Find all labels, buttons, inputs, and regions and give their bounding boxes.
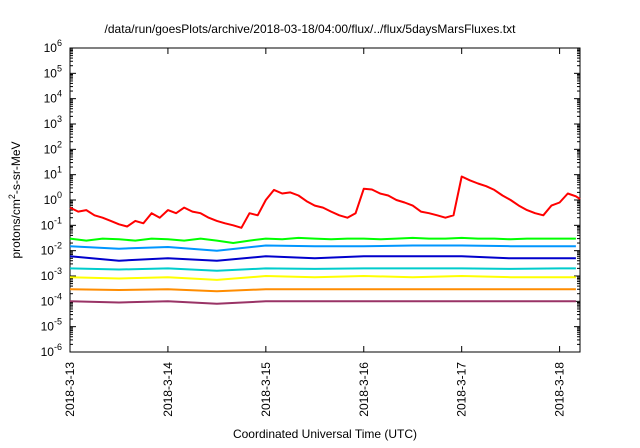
y-axis: 10-6 10-5 10-4 10-3 10-2 10-1 100 101 102 103 104 1… (41, 38, 580, 359)
series-line-3 (69, 255, 576, 262)
series-group (69, 175, 581, 305)
series-line-4 (69, 267, 576, 272)
y-axis-label-prefix: protons/cm (9, 199, 23, 258)
x-tick-label: 2018-3-14 (161, 362, 175, 417)
y-tick-label: 10-4 (41, 291, 62, 308)
series-line-1 (69, 236, 576, 244)
y-axis-label: protons/cm2-s-sr-MeV (7, 141, 23, 258)
y-tick-label: 106 (44, 38, 62, 55)
y-tick-label: 10-2 (41, 241, 62, 258)
y-tick-label: 103 (44, 114, 62, 131)
y-axis-label-suffix: -s-sr-MeV (9, 141, 23, 194)
series-line-5 (69, 275, 576, 281)
y-tick-label: 104 (44, 89, 62, 106)
plot-frame (69, 47, 581, 353)
y-tick-label: 101 (44, 165, 62, 182)
series-line-2 (69, 244, 576, 252)
y-tick-label: 102 (44, 139, 62, 156)
x-axis: 2018-3-13 2018-3-14 2018-3-15 2018-3-16 2018… (63, 48, 567, 417)
x-axis-label: Coordinated Universal Time (UTC) (233, 427, 417, 441)
series-line-7 (69, 300, 576, 305)
chart-title: /data/run/goesPlots/archive/2018-03-18/0… (105, 22, 517, 36)
x-tick-label: 2018-3-17 (455, 362, 469, 417)
x-tick-label: 2018-3-16 (357, 362, 371, 417)
y-tick-label: 105 (44, 63, 62, 80)
y-tick-label: 10-6 (41, 342, 62, 359)
y-tick-label: 100 (44, 190, 62, 207)
y-tick-label: 10-1 (41, 215, 62, 232)
series-line-0 (69, 175, 581, 229)
x-tick-label: 2018-3-13 (63, 362, 77, 417)
y-axis-label-superscript: 2 (7, 194, 17, 199)
y-tick-label: 10-5 (41, 317, 62, 334)
x-tick-label: 2018-3-18 (553, 362, 567, 417)
series-line-6 (69, 288, 576, 293)
y-tick-label: 10-3 (41, 266, 62, 283)
x-tick-label: 2018-3-15 (259, 362, 273, 417)
